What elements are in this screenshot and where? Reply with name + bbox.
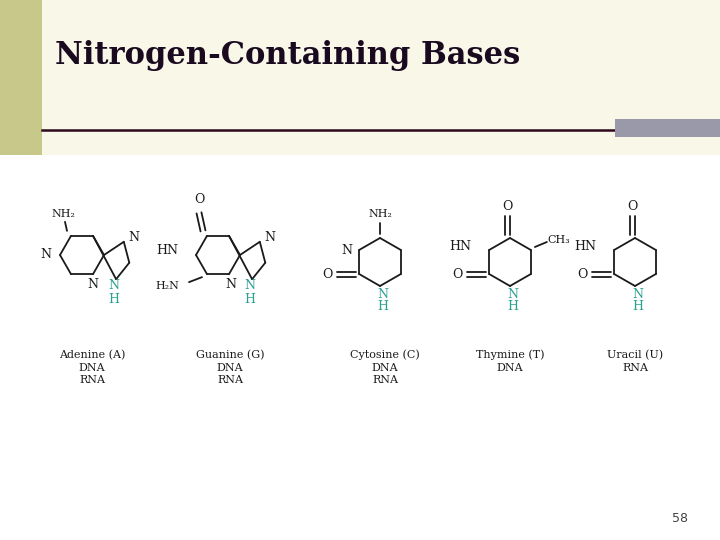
Text: H: H xyxy=(109,293,120,306)
Bar xyxy=(0,155,720,540)
Bar xyxy=(0,0,42,540)
Text: Cytosine (C): Cytosine (C) xyxy=(350,350,420,360)
Text: Guanine (G): Guanine (G) xyxy=(196,350,264,360)
Text: O: O xyxy=(452,267,462,280)
Text: N: N xyxy=(632,287,644,300)
Text: RNA: RNA xyxy=(372,375,398,385)
Text: DNA: DNA xyxy=(217,363,243,373)
Text: HN: HN xyxy=(574,240,596,253)
Text: O: O xyxy=(194,193,204,206)
Text: DNA: DNA xyxy=(497,363,523,373)
Text: N: N xyxy=(88,278,99,291)
Text: CH₃: CH₃ xyxy=(547,235,570,245)
Text: O: O xyxy=(627,199,637,213)
Text: RNA: RNA xyxy=(622,363,648,373)
Text: Nitrogen-Containing Bases: Nitrogen-Containing Bases xyxy=(55,40,521,71)
Text: H: H xyxy=(632,300,644,314)
Bar xyxy=(615,119,720,137)
Text: HN: HN xyxy=(156,245,178,258)
Text: Uracil (U): Uracil (U) xyxy=(607,350,663,360)
Text: O: O xyxy=(577,267,588,280)
Text: H: H xyxy=(245,293,256,306)
Text: N: N xyxy=(128,231,139,244)
Text: O: O xyxy=(322,267,333,280)
Text: H: H xyxy=(377,300,389,314)
Text: N: N xyxy=(109,279,120,292)
Text: N: N xyxy=(225,278,236,291)
Text: N: N xyxy=(508,287,518,300)
Text: DNA: DNA xyxy=(78,363,105,373)
Text: H₂N: H₂N xyxy=(155,281,179,291)
Text: N: N xyxy=(245,279,256,292)
Text: DNA: DNA xyxy=(372,363,398,373)
Text: NH₂: NH₂ xyxy=(368,209,392,219)
Text: 58: 58 xyxy=(672,512,688,525)
Text: RNA: RNA xyxy=(217,375,243,385)
Text: Adenine (A): Adenine (A) xyxy=(59,350,125,360)
Text: N: N xyxy=(341,244,353,256)
Text: O: O xyxy=(502,199,512,213)
Text: N: N xyxy=(40,248,52,261)
Text: NH₂: NH₂ xyxy=(51,209,75,219)
Text: N: N xyxy=(377,287,389,300)
Text: N: N xyxy=(264,231,275,244)
Text: H: H xyxy=(508,300,518,314)
Text: HN: HN xyxy=(449,240,471,253)
Text: Thymine (T): Thymine (T) xyxy=(476,350,544,360)
Text: RNA: RNA xyxy=(79,375,105,385)
